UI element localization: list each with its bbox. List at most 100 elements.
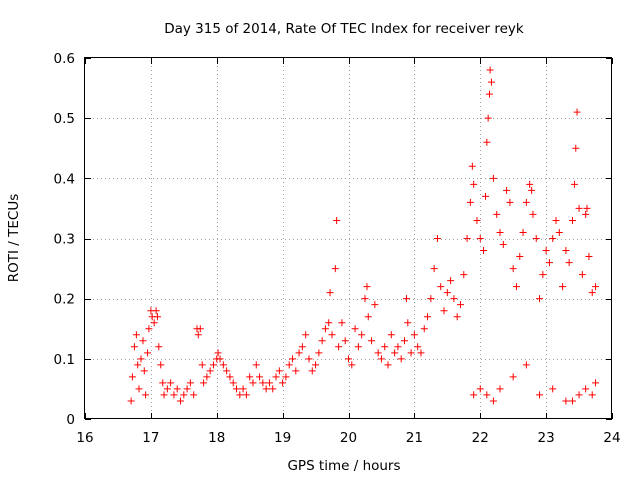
data-point bbox=[499, 241, 507, 249]
data-point bbox=[476, 385, 484, 393]
data-point bbox=[190, 391, 198, 399]
data-point bbox=[242, 391, 250, 399]
data-point bbox=[512, 283, 520, 291]
data-point bbox=[522, 361, 530, 369]
data-point bbox=[163, 385, 171, 393]
data-point bbox=[361, 295, 369, 303]
data-point bbox=[397, 355, 405, 363]
data-points bbox=[127, 66, 600, 405]
data-point bbox=[506, 198, 514, 206]
data-point bbox=[358, 331, 366, 339]
plot-frame bbox=[84, 57, 612, 419]
data-point bbox=[140, 367, 148, 375]
y-tick-label: 0.1 bbox=[54, 352, 75, 368]
data-point bbox=[371, 301, 379, 309]
data-point bbox=[321, 325, 329, 333]
data-point bbox=[262, 385, 270, 393]
data-point bbox=[424, 313, 432, 321]
data-point bbox=[575, 391, 583, 399]
x-tick-label: 20 bbox=[340, 430, 357, 446]
data-point bbox=[364, 313, 372, 321]
data-point bbox=[485, 90, 493, 98]
data-point bbox=[318, 337, 326, 345]
data-point bbox=[582, 385, 590, 393]
data-point bbox=[583, 204, 591, 212]
x-tick-label: 16 bbox=[76, 430, 93, 446]
x-tick-label: 18 bbox=[208, 430, 225, 446]
data-point bbox=[252, 361, 260, 369]
data-point bbox=[308, 367, 316, 375]
data-point bbox=[519, 228, 527, 236]
data-point bbox=[414, 343, 422, 351]
x-axis-ticks: 16 17 18 19 20 21 22 23 24 bbox=[76, 58, 621, 446]
data-point bbox=[152, 307, 160, 315]
data-point bbox=[137, 355, 145, 363]
y-tick-label: 0.4 bbox=[54, 171, 75, 187]
data-point bbox=[503, 186, 511, 194]
data-point bbox=[545, 259, 553, 267]
data-point bbox=[377, 355, 385, 363]
data-point bbox=[173, 385, 181, 393]
data-point bbox=[206, 367, 214, 375]
data-point bbox=[348, 361, 356, 369]
data-point bbox=[363, 283, 371, 291]
x-tick-label: 17 bbox=[142, 430, 159, 446]
data-point bbox=[150, 319, 158, 327]
y-tick-label: 0.6 bbox=[54, 51, 75, 67]
data-point bbox=[443, 289, 451, 297]
data-point bbox=[216, 355, 224, 363]
data-point bbox=[460, 271, 468, 279]
data-point bbox=[493, 210, 501, 218]
data-point bbox=[536, 391, 544, 399]
data-point bbox=[453, 313, 461, 321]
data-point bbox=[516, 253, 524, 261]
data-point bbox=[157, 361, 165, 369]
data-point bbox=[298, 343, 306, 351]
data-point bbox=[302, 331, 310, 339]
data-point bbox=[130, 343, 138, 351]
x-tick-label: 19 bbox=[274, 430, 291, 446]
data-point bbox=[559, 283, 567, 291]
data-point bbox=[466, 198, 474, 206]
data-point bbox=[170, 391, 178, 399]
data-point bbox=[374, 349, 382, 357]
data-point bbox=[410, 331, 418, 339]
data-point bbox=[484, 114, 492, 122]
data-point bbox=[483, 391, 491, 399]
data-point bbox=[167, 379, 175, 387]
data-point bbox=[153, 313, 161, 321]
data-point bbox=[549, 235, 557, 242]
data-point bbox=[468, 162, 476, 170]
y-tick-label: 0.5 bbox=[54, 111, 75, 127]
data-point bbox=[305, 355, 313, 363]
data-point bbox=[285, 361, 293, 369]
data-point bbox=[239, 385, 247, 393]
x-tick-label: 21 bbox=[406, 430, 423, 446]
data-point bbox=[144, 349, 152, 357]
data-point bbox=[427, 295, 435, 303]
data-point bbox=[155, 343, 163, 351]
data-point bbox=[186, 379, 194, 387]
data-point bbox=[249, 379, 257, 387]
data-point bbox=[562, 397, 570, 405]
data-point bbox=[463, 235, 471, 242]
x-tick-label: 24 bbox=[603, 430, 620, 446]
data-point bbox=[456, 301, 464, 309]
data-point bbox=[430, 265, 438, 273]
data-point bbox=[555, 228, 563, 236]
data-point bbox=[387, 331, 395, 339]
data-point bbox=[391, 349, 399, 357]
data-point bbox=[578, 271, 586, 279]
data-point bbox=[209, 361, 217, 369]
data-point bbox=[539, 271, 547, 279]
data-point bbox=[404, 319, 412, 327]
data-point bbox=[570, 180, 578, 188]
data-point bbox=[450, 295, 458, 303]
data-point bbox=[402, 295, 410, 303]
data-point bbox=[219, 361, 227, 369]
data-point bbox=[272, 373, 280, 381]
data-point bbox=[483, 138, 491, 146]
x-tick-label: 22 bbox=[472, 430, 489, 446]
data-point bbox=[279, 379, 287, 387]
data-point bbox=[198, 361, 206, 369]
